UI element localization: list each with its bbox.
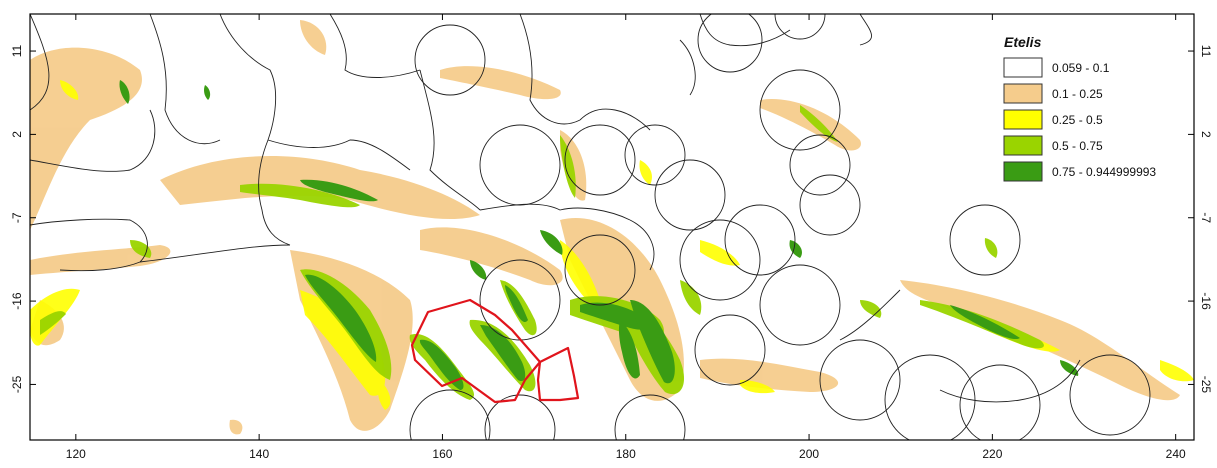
- legend-label: 0.059 - 0.1: [1052, 61, 1110, 75]
- legend-label: 0.1 - 0.25: [1052, 87, 1103, 101]
- legend-swatch: [1003, 109, 1043, 130]
- x-tick-label: 180: [616, 447, 636, 461]
- y-tick-label: -7: [10, 212, 24, 223]
- x-tick-label: 140: [249, 447, 269, 461]
- legend-label: 0.25 - 0.5: [1052, 113, 1103, 127]
- y-axis: 11 11 2 2 -7 -7 -16 -16 -25 -25: [10, 44, 1213, 393]
- x-tick-label: 160: [432, 447, 452, 461]
- y-tick-label: 2: [10, 131, 24, 138]
- x-tick-label: 200: [799, 447, 819, 461]
- y-tick-label: -25: [10, 375, 24, 393]
- x-tick-label: 220: [982, 447, 1002, 461]
- circular-boundaries: [409, 14, 1151, 440]
- y-tick-label: 11: [1199, 45, 1213, 58]
- legend-items: 0.059 - 0.1 0.1 - 0.25 0.25 - 0.5 0.5 - 0.7…: [1003, 57, 1156, 182]
- x-tick-label: 120: [66, 447, 86, 461]
- legend-swatch: [1003, 161, 1043, 182]
- y-tick-label: -16: [1199, 292, 1213, 310]
- legend-swatch: [1003, 135, 1043, 156]
- legend-label: 0.5 - 0.75: [1052, 139, 1103, 153]
- legend-swatch: [1003, 57, 1043, 78]
- y-tick-label: 11: [10, 44, 24, 57]
- legend-label: 0.75 - 0.944999993: [1052, 165, 1156, 179]
- y-tick-label: -16: [10, 292, 24, 310]
- y-tick-label: -25: [1199, 376, 1213, 394]
- highlighted-region: [410, 298, 580, 404]
- legend: Etelis 0.059 - 0.10.1 - 0.250.25 - 0.50.…: [1003, 34, 1156, 182]
- y-tick-label: 2: [1199, 131, 1213, 138]
- habitat-very-high-probability-layer: [119, 80, 1079, 390]
- x-tick-label: 240: [1166, 447, 1186, 461]
- y-tick-label: -7: [1199, 212, 1213, 223]
- map-background: [30, 14, 1194, 440]
- x-axis: 120 140 160 180 200 220 240: [66, 14, 1186, 461]
- legend-title: Etelis: [1004, 34, 1042, 50]
- region-boundaries: [30, 14, 1081, 403]
- legend-swatch: [1003, 83, 1043, 104]
- map-frame: [29, 13, 1195, 441]
